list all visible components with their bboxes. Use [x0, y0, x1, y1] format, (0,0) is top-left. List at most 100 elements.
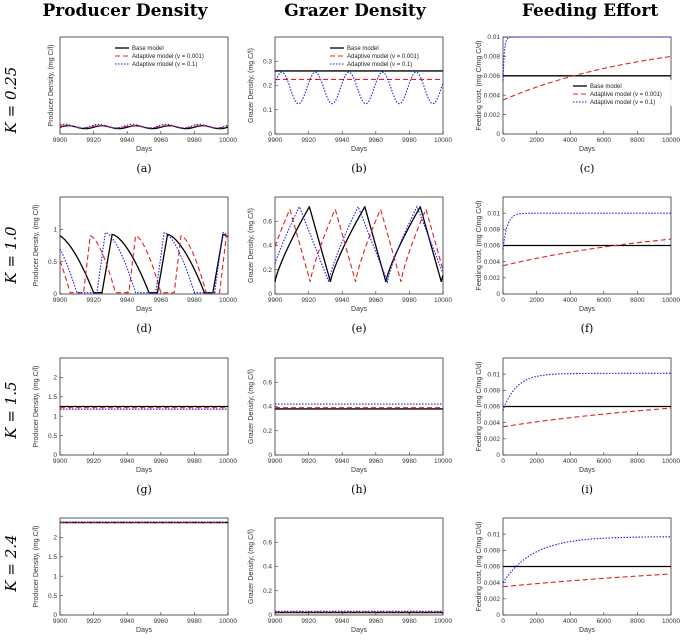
panel-h-sublabel: (h) [351, 483, 367, 496]
x-tick-label: 9940 [335, 137, 350, 144]
x-tick-label: 10000 [434, 297, 452, 304]
x-tick-label: 9920 [301, 458, 316, 465]
x-tick-label: 10000 [662, 137, 680, 144]
x-tick-label: 10000 [434, 618, 452, 625]
panel-h-frame [274, 357, 444, 456]
x-tick-label: 10000 [219, 618, 237, 625]
y-tick-label: 0.008 [484, 548, 501, 555]
y-tick-label: 0.4 [263, 564, 272, 571]
x-tick-label: 6000 [597, 137, 612, 144]
legend: Base model Adaptive model (v = 0.001) Adap… [328, 42, 432, 68]
panel-h: 9900 9920 9940 9960 9980 10000 0 0.2 0.4 0.6 Days G… [248, 357, 452, 496]
x-tick-label: 9980 [187, 618, 202, 625]
y-axis-label: Producer Density, (mg C/l) [33, 366, 40, 448]
x-tick-label: 2000 [529, 618, 544, 625]
column-title-feeding-effort: Feeding Effort [522, 1, 658, 21]
y-tick-label: 0.006 [484, 564, 501, 571]
x-tick-label: 9920 [301, 137, 316, 144]
y-tick-label: 0.004 [484, 580, 501, 587]
x-axis-label: Days [136, 306, 152, 313]
y-axis-label: Feeding cost, (mg C/mg C/d) [476, 41, 483, 131]
x-tick-label: 9940 [120, 458, 135, 465]
y-tick-label: 1 [53, 573, 57, 580]
legend-entry-base-model: Base model [590, 84, 622, 90]
x-axis-label: Days [579, 306, 595, 313]
series-line-adaptive-model-v-0-1 [274, 71, 444, 105]
series-line-adaptive-model-v-0-001 [502, 573, 672, 588]
y-tick-label: 0.01 [487, 531, 500, 538]
y-tick-label: 0.6 [263, 218, 272, 225]
y-axis-label: Producer Density, (mg C/l) [33, 205, 40, 287]
row-label-k-1-0: K = 1.0 [2, 226, 20, 285]
x-tick-label: 9920 [86, 458, 101, 465]
x-tick-label: 0 [501, 618, 505, 625]
series-line-adaptive-model-v-0-001 [59, 125, 229, 129]
x-tick-label: 9940 [120, 618, 135, 625]
panel-c-sublabel: (c) [580, 162, 595, 175]
y-tick-label: 0 [268, 291, 272, 298]
y-tick-label: 2 [53, 535, 57, 542]
x-tick-label: 9900 [268, 458, 283, 465]
x-tick-label: 9960 [154, 297, 169, 304]
x-tick-label: 9900 [53, 618, 68, 625]
x-tick-label: 9960 [154, 618, 169, 625]
y-tick-label: 0.004 [484, 420, 501, 427]
legend-entry-base-model: Base model [132, 46, 164, 52]
y-tick-label: 0.3 [263, 58, 272, 65]
series-line-adaptive-model-v-0-1 [502, 372, 671, 411]
panel-j: 9900 9920 9940 9960 9980 10000 0 0.5 1 1.5 2 Days Pr… [33, 517, 237, 634]
series-line-adaptive-model-v-0-1 [502, 212, 671, 250]
x-tick-label: 0 [501, 458, 505, 465]
y-tick-label: 0 [268, 452, 272, 459]
series-line-adaptive-model-v-0-001 [502, 407, 672, 428]
legend-entry-adaptive-model-v-0-1: Adaptive model (v = 0.1) [590, 100, 655, 106]
x-axis-label: Days [351, 627, 367, 634]
y-tick-label: 0 [53, 612, 57, 619]
series-line-adaptive-model-v-0-1 [274, 205, 444, 284]
x-tick-label: 9940 [335, 458, 350, 465]
series-line-adaptive-model-v-0-1 [502, 36, 671, 81]
y-tick-label: 1.5 [48, 554, 57, 561]
y-tick-label: 0.006 [484, 243, 501, 250]
x-tick-label: 9940 [120, 137, 135, 144]
x-tick-label: 10000 [662, 618, 680, 625]
panel-a-sublabel: (a) [136, 162, 151, 175]
y-tick-label: 0.002 [484, 112, 501, 119]
panel-e-sublabel: (e) [351, 322, 366, 335]
x-tick-label: 9980 [402, 297, 417, 304]
panel-e: 9900 9920 9940 9960 9980 10000 0 0.2 0.4 0.6 Days G… [248, 196, 452, 335]
x-tick-label: 6000 [597, 458, 612, 465]
x-tick-label: 9920 [86, 618, 101, 625]
y-axis-label: Producer Density, (mg C/l) [33, 526, 40, 608]
x-tick-label: 9900 [53, 458, 68, 465]
row-labels: K = 0.25 K = 1.0 K = 1.5 K = 2.4 [2, 67, 20, 593]
panel-c: 0 2000 4000 6000 8000 10000 0 0.002 0.004 0.006 0.… [476, 34, 680, 175]
x-tick-label: 8000 [630, 618, 645, 625]
x-tick-label: 9960 [369, 137, 384, 144]
y-tick-label: 0 [268, 131, 272, 138]
y-tick-label: 0.01 [487, 371, 500, 378]
x-tick-label: 9920 [86, 137, 101, 144]
x-tick-label: 0 [501, 297, 505, 304]
y-axis-label: Grazer Density, (mg C/l) [248, 48, 255, 123]
y-tick-label: 0.2 [263, 588, 272, 595]
x-tick-label: 0 [501, 137, 505, 144]
y-tick-label: 0.4 [263, 404, 272, 411]
x-tick-label: 6000 [597, 297, 612, 304]
y-tick-label: 0.002 [484, 436, 501, 443]
y-tick-label: 0.004 [484, 259, 501, 266]
series-line-base-model [59, 233, 229, 294]
legend-entry-adaptive-model-v-0-001: Adaptive model (v = 0.001) [590, 92, 662, 98]
series-line-base-model [274, 205, 444, 283]
y-tick-label: 0 [53, 291, 57, 298]
series-line-base-model [59, 125, 229, 130]
y-tick-label: 0 [53, 452, 57, 459]
x-tick-label: 9940 [335, 618, 350, 625]
x-tick-label: 9920 [301, 297, 316, 304]
x-tick-label: 9960 [369, 618, 384, 625]
y-axis-label: Feeding cost, (mg C/mg C/d) [476, 201, 483, 291]
x-tick-label: 9940 [120, 297, 135, 304]
y-tick-label: 1.5 [48, 394, 57, 401]
x-tick-label: 4000 [563, 137, 578, 144]
